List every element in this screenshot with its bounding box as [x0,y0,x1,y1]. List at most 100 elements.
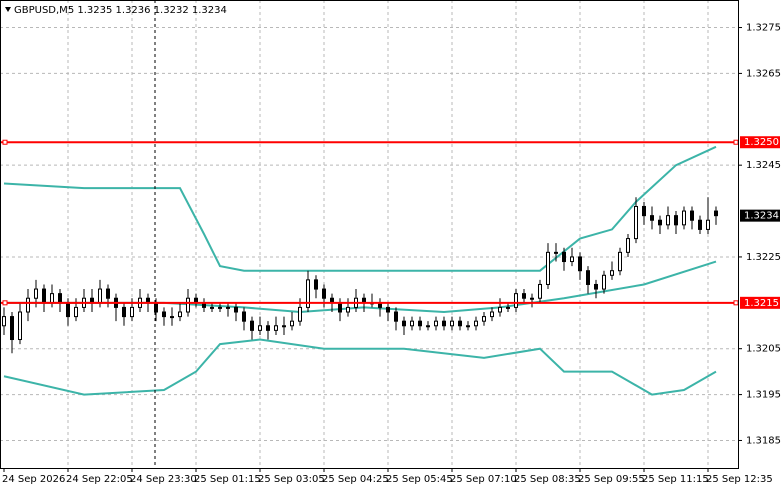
candle-body [490,311,494,318]
last-price-bg [740,209,780,222]
candle-body [66,302,70,318]
candle-body [594,283,598,290]
last-price-label: 1.3234 [744,211,779,222]
candle-body [178,311,182,318]
candle-body [98,288,102,304]
candle-body [186,297,190,313]
x-tick-label: 25 Sep 11:15 [642,474,709,485]
y-tick-label: 1.3225 [746,252,781,263]
candle-body [18,311,22,341]
candle-body [538,283,542,299]
x-tick-label: 25 Sep 05:45 [386,474,453,485]
candle-body [650,215,654,221]
candle-body [314,279,318,290]
candle-body [514,293,518,308]
candle-body [34,288,38,299]
y-tick-label: 1.3195 [746,390,781,401]
candle-body [122,306,126,318]
candle-body [474,320,478,327]
y-tick-label: 1.3185 [746,435,781,446]
candle-body [74,306,78,318]
candle-body [530,297,534,300]
candle-body [690,210,694,221]
candle-body [42,288,46,304]
candle-body [570,256,574,263]
y-tick-label: 1.3265 [746,68,781,79]
bollinger-band [3,145,717,272]
x-tick-label: 25 Sep 07:10 [450,474,517,485]
candle-body [282,325,286,328]
candle-body [698,219,702,230]
candle-body [706,219,710,230]
candle-body [2,316,6,327]
candle-body [274,325,278,331]
candle-body [402,320,406,327]
candle-body [610,270,614,276]
candle-body [226,306,230,309]
candle-body [106,288,110,299]
candle-body [394,311,398,322]
x-tick-label: 24 Sep 22:05 [66,474,133,485]
levels: 1.3250 1.3215 [0,136,780,309]
x-tick-label: 25 Sep 04:25 [322,474,389,485]
chart-title: GBPUSD,M5 1.3235 1.3236 1.3232 1.3234 [14,5,227,16]
candle-body [482,316,486,322]
level-label-bg [740,296,780,309]
candle-body [434,320,438,327]
candle-body [346,306,350,313]
candle-body [154,302,158,313]
candle-body [290,320,294,327]
plot-frame [0,0,739,469]
x-tick-label: 24 Sep 2026 [2,474,65,485]
y-tick-label: 1.3275 [746,23,781,34]
candle-body [210,306,214,309]
candle-body [266,325,270,331]
candle-body [218,306,222,309]
level-handle [2,139,8,145]
candle-body [162,311,166,318]
candle-body [442,320,446,327]
x-tick-label: 25 Sep 12:35 [706,474,773,485]
candle-body [522,293,526,299]
candle-body [410,320,414,327]
x-tick-label: 24 Sep 23:30 [130,474,197,485]
candle-body [418,320,422,327]
level-handle [2,300,8,306]
candle-body [546,251,550,285]
candle-body [554,251,558,254]
candle-body [322,288,326,299]
level-label-bg [740,136,780,149]
candle-body [618,251,622,272]
candle-body [674,215,678,226]
candle-body [682,210,686,226]
candle-body [506,306,510,309]
y-tick-label: 1.3245 [746,160,781,171]
candle-body [562,251,566,263]
candle-body [170,316,174,319]
level-label: 1.3215 [744,298,779,309]
level-handle [733,300,739,306]
candle-body [130,306,134,318]
candle-body [578,256,582,272]
candle-body [634,205,638,240]
candle-body [602,274,606,290]
x-tick-label: 25 Sep 09:55 [578,474,645,485]
candle-body [714,210,718,217]
candle-body [642,205,646,217]
candle-body [498,306,502,313]
candle-body [250,320,254,331]
candle-body [338,302,342,313]
level-label: 1.3250 [744,137,779,148]
candle-body [10,316,14,341]
x-tick-label: 25 Sep 01:15 [194,474,261,485]
candle-body [50,293,54,304]
candle-body [666,215,670,226]
candle-body [586,270,590,285]
candle-body [298,306,302,322]
candle-body [26,297,30,313]
candle-body [386,306,390,313]
candle-body [258,325,262,331]
candle-body [426,325,430,328]
